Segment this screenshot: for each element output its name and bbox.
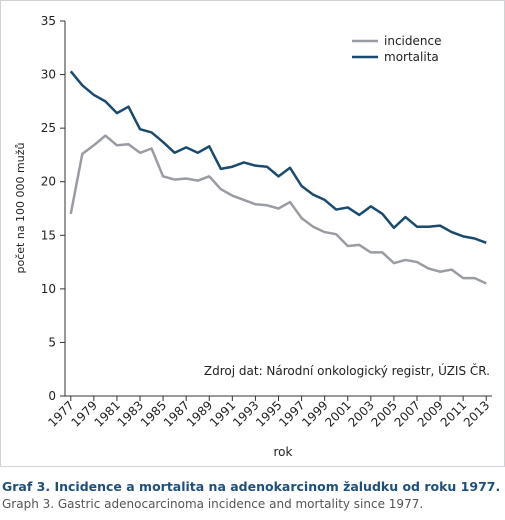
y-tick-label: 20 (41, 175, 56, 189)
line-series (69, 134, 487, 285)
caption-title: Graf 3. Incidence a mortalita na adenoka… (2, 479, 500, 494)
annotation: Zdroj dat: Národní onkologický registr, … (204, 363, 490, 378)
caption-subtitle: Graph 3. Gastric adenocarcinoma incidenc… (2, 497, 423, 511)
legend-label: incidence (384, 34, 441, 48)
x-axis-label: rok (274, 445, 293, 459)
y-tick-label: 0 (48, 389, 56, 403)
y-tick-label: 30 (41, 68, 56, 82)
y-tick-label: 10 (41, 282, 56, 296)
y-tick-label: 15 (41, 228, 56, 242)
y-tick-label: 25 (41, 121, 56, 135)
y-axis-label: počet na 100 000 mužů (14, 143, 27, 274)
frame (0, 0, 505, 467)
y-tick-label: 35 (41, 14, 56, 28)
y-tick-label: 5 (48, 335, 56, 349)
legend-label: mortalita (384, 50, 439, 64)
line-series (69, 70, 487, 244)
